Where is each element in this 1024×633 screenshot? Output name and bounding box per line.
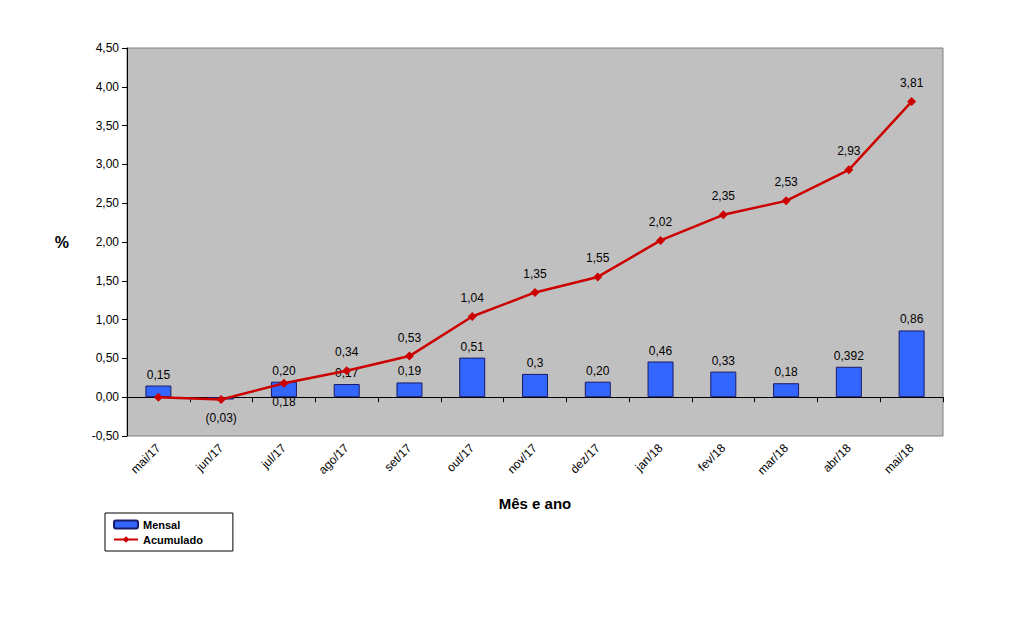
svg-text:mai/18: mai/18	[881, 441, 917, 477]
svg-text:0,50: 0,50	[96, 351, 120, 365]
svg-text:3,81: 3,81	[900, 76, 924, 90]
svg-text:jul/17: jul/17	[258, 441, 289, 472]
svg-text:-0,50: -0,50	[92, 429, 120, 443]
svg-text:nov/17: nov/17	[505, 441, 541, 477]
svg-text:0,392: 0,392	[834, 349, 864, 363]
svg-text:3,00: 3,00	[96, 157, 120, 171]
svg-text:0,19: 0,19	[398, 364, 422, 378]
svg-text:2,35: 2,35	[712, 189, 736, 203]
svg-text:2,50: 2,50	[96, 196, 120, 210]
svg-text:mai/17: mai/17	[128, 441, 164, 477]
svg-text:0,51: 0,51	[461, 340, 485, 354]
svg-text:Mês e ano: Mês e ano	[499, 495, 572, 512]
svg-text:2,93: 2,93	[837, 144, 861, 158]
svg-text:%: %	[55, 234, 69, 251]
svg-text:3,50: 3,50	[96, 119, 120, 133]
svg-text:0,00: 0,00	[96, 390, 120, 404]
svg-text:jun/17: jun/17	[192, 441, 226, 475]
svg-text:0,33: 0,33	[712, 354, 736, 368]
svg-text:2,02: 2,02	[649, 215, 673, 229]
svg-text:0,20: 0,20	[272, 364, 296, 378]
svg-text:Mensal: Mensal	[143, 519, 180, 531]
svg-text:jan/18: jan/18	[632, 441, 666, 475]
svg-text:4,50: 4,50	[96, 41, 120, 55]
svg-text:fev/18: fev/18	[695, 441, 728, 474]
svg-text:0,18: 0,18	[272, 395, 296, 409]
svg-text:1,35: 1,35	[523, 267, 547, 281]
svg-text:dez/17: dez/17	[567, 441, 603, 477]
svg-text:ago/17: ago/17	[316, 441, 352, 477]
svg-text:(0,03): (0,03)	[205, 411, 236, 425]
svg-text:abr/18: abr/18	[820, 441, 854, 475]
svg-text:0,46: 0,46	[649, 344, 673, 358]
svg-text:4,00: 4,00	[96, 80, 120, 94]
svg-text:0,86: 0,86	[900, 312, 924, 326]
svg-text:0,34: 0,34	[335, 345, 359, 359]
svg-text:Acumulado: Acumulado	[143, 534, 203, 546]
svg-text:1,55: 1,55	[586, 251, 610, 265]
svg-text:0,20: 0,20	[586, 364, 610, 378]
svg-text:0,15: 0,15	[147, 368, 171, 382]
svg-text:1,00: 1,00	[96, 313, 120, 327]
svg-text:0,18: 0,18	[774, 365, 798, 379]
svg-text:0,53: 0,53	[398, 331, 422, 345]
svg-text:2,00: 2,00	[96, 235, 120, 249]
svg-text:out/17: out/17	[444, 441, 478, 475]
svg-text:0,17: 0,17	[335, 366, 359, 380]
svg-text:0,3: 0,3	[527, 356, 544, 370]
svg-text:2,53: 2,53	[774, 175, 798, 189]
svg-text:set/17: set/17	[381, 441, 414, 474]
svg-text:1,50: 1,50	[96, 274, 120, 288]
svg-text:1,04: 1,04	[461, 291, 485, 305]
svg-text:mar/18: mar/18	[755, 441, 792, 478]
